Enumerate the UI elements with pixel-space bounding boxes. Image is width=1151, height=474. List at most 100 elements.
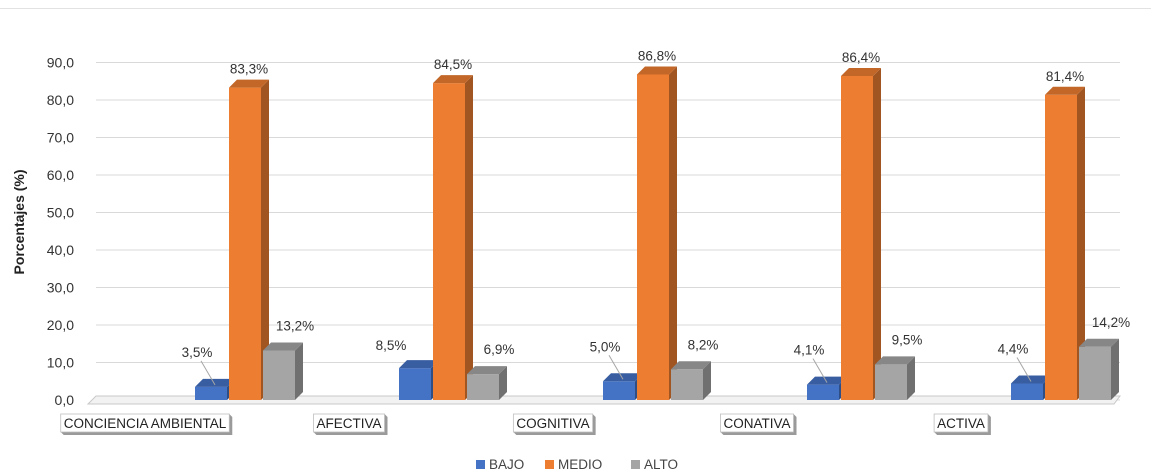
y-axis: 0,0 10,0 20,0 30,0 40,0 50,0 60,0 70,0 80,0 90,0 <box>47 55 74 409</box>
category-label-shadow <box>934 414 991 435</box>
bar-medio <box>433 75 473 400</box>
legend-swatch <box>631 460 640 469</box>
bar-top <box>637 66 677 75</box>
leader-lines <box>200 354 1032 386</box>
bar-medio <box>637 66 677 400</box>
bar-bajo <box>1011 375 1051 400</box>
bar-top <box>467 366 507 375</box>
category-label-text: COGNITIVA <box>516 416 589 431</box>
bar-front <box>263 350 295 400</box>
y-axis-title: Porcentajes (%) <box>11 169 27 274</box>
bar-top <box>1079 338 1119 347</box>
category-label: AFECTIVA <box>313 413 388 435</box>
bar-front <box>875 364 907 400</box>
legend-item-bajo: BAJO <box>476 457 524 472</box>
bar-front <box>671 369 703 400</box>
data-label-medio: 84,5% <box>434 57 472 72</box>
y-tick-label: 0,0 <box>55 392 75 408</box>
bar-top <box>399 360 439 369</box>
legend-label: ALTO <box>644 457 678 472</box>
top-divider <box>0 8 1151 9</box>
legend-swatch <box>545 460 554 469</box>
data-label-bajo: 8,5% <box>376 338 407 353</box>
bar-top <box>433 75 473 84</box>
bar-top <box>195 378 235 387</box>
legend: BAJO MEDIO ALTO <box>476 457 678 472</box>
bar-front <box>1045 94 1077 400</box>
bar-front <box>399 368 431 400</box>
bar-side <box>669 66 677 400</box>
data-labels: 3,5% 83,3% 13,2% 8,5% 84,5% 6,9% 5,0% 86,8% 8,2%… <box>182 49 1131 360</box>
bar-medio <box>1045 86 1085 400</box>
bar-top <box>807 376 847 385</box>
data-label-medio: 81,4% <box>1046 69 1084 84</box>
bar-alto <box>671 361 711 400</box>
data-label-alto: 13,2% <box>276 319 314 334</box>
category-label-box <box>60 413 230 433</box>
data-label-bajo: 5,0% <box>590 339 621 354</box>
category-label-text: AFECTIVA <box>316 416 381 431</box>
category-label-box <box>720 413 794 433</box>
bar-front <box>807 384 839 400</box>
bar-front <box>195 386 227 400</box>
bar-front <box>467 374 499 400</box>
y-tick-label: 70,0 <box>47 130 74 146</box>
category-label-shadow <box>60 414 233 435</box>
bar-medio <box>841 68 881 400</box>
bar-side <box>703 361 711 400</box>
leader-line <box>608 354 624 380</box>
bar-front <box>841 76 873 400</box>
data-label-bajo: 3,5% <box>182 345 213 360</box>
bar-front <box>637 74 669 400</box>
bar-top <box>603 373 643 382</box>
legend-label: BAJO <box>489 457 524 472</box>
bar-top <box>229 79 269 88</box>
bar-alto <box>1079 338 1119 400</box>
category-label: ACTIVA <box>933 413 991 435</box>
data-label-bajo: 4,1% <box>794 343 825 358</box>
legend-item-alto: ALTO <box>631 457 678 472</box>
category-label: CONATIVA <box>720 413 797 435</box>
bar-front <box>603 381 635 400</box>
y-tick-label: 30,0 <box>47 280 74 296</box>
leader-line <box>812 358 828 383</box>
legend-label: MEDIO <box>558 457 602 472</box>
category-label-shadow <box>720 414 797 435</box>
data-label-alto: 6,9% <box>484 342 515 357</box>
x-axis: CONCIENCIA AMBIENTAL AFECTIVA COGNITIVA CON… <box>60 413 991 435</box>
bar-top <box>1045 86 1085 95</box>
bar-top <box>263 342 303 351</box>
legend-swatch <box>476 460 485 469</box>
category-label-shadow <box>313 414 388 435</box>
category-label-text: ACTIVA <box>937 416 985 431</box>
bar-side <box>499 366 507 400</box>
bar-alto <box>263 342 303 400</box>
category-label-box <box>933 413 989 433</box>
category-label-text: CONCIENCIA AMBIENTAL <box>64 416 227 431</box>
bars <box>195 66 1119 400</box>
bar-front <box>229 87 261 400</box>
bar-front <box>1011 383 1043 400</box>
data-label-bajo: 4,4% <box>998 342 1029 357</box>
bar-front <box>1079 346 1111 400</box>
y-tick-label: 50,0 <box>47 205 74 221</box>
bar-top <box>1011 375 1051 384</box>
category-label: CONCIENCIA AMBIENTAL <box>60 413 233 435</box>
bar-side <box>907 356 915 400</box>
y-tick-label: 90,0 <box>47 55 74 71</box>
bar-top <box>671 361 711 370</box>
data-label-medio: 83,3% <box>230 62 268 77</box>
bar-side <box>873 68 881 400</box>
data-label-medio: 86,4% <box>842 50 880 65</box>
category-label-shadow <box>513 414 596 435</box>
y-tick-label: 20,0 <box>47 317 74 333</box>
bar-side <box>465 75 473 400</box>
leader-line <box>200 360 216 386</box>
y-tick-label: 80,0 <box>47 92 74 108</box>
y-tick-label: 40,0 <box>47 242 74 258</box>
category-label-box <box>512 413 594 433</box>
y-tick-label: 10,0 <box>47 355 74 371</box>
y-tick-label: 60,0 <box>47 167 74 183</box>
